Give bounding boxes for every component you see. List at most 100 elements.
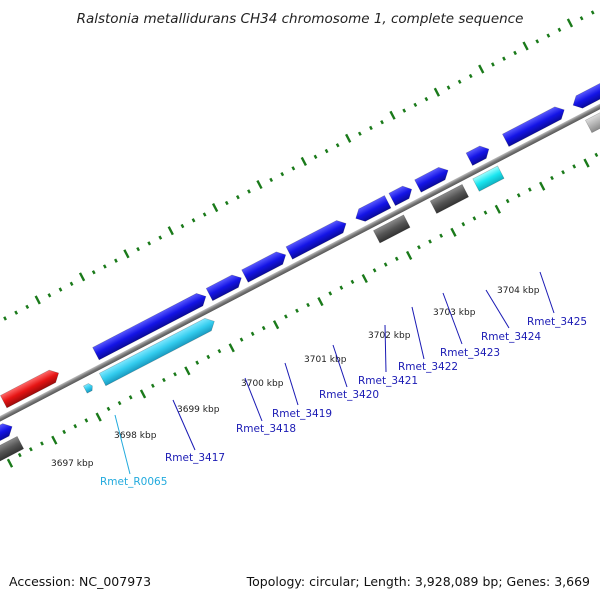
outer-tick [236,195,240,200]
inner-tick [29,447,33,452]
gene-label[interactable]: Rmet_3419 [272,408,332,420]
inner-tick [594,152,599,158]
outer-tick [313,154,318,159]
outer-tick [147,241,152,246]
scale-label: 3697 kbp [51,459,94,469]
outer-tick [269,177,274,183]
outer-tick [335,143,340,148]
inner-tick [62,429,67,435]
outer-tick [535,39,540,44]
feature-left-gray[interactable] [0,435,25,473]
inner-tick [250,331,255,336]
outer-tick [546,33,551,38]
outer-tick [211,203,219,213]
outer-tick [324,148,329,154]
inner-tick [394,256,399,261]
outer-tick [433,87,441,97]
outer-tick [369,125,373,131]
inner-tick [217,349,222,354]
gene-label-leader [539,271,555,314]
scale-label: 3704 kbp [497,286,540,296]
outer-tick [457,79,462,84]
gene-red-feature[interactable] [0,367,61,409]
gene-rmet_3423[interactable] [414,164,452,193]
gene-label[interactable]: Rmet_3424 [481,331,541,343]
inner-tick [417,245,421,250]
gene-label[interactable]: Rmet_3423 [440,347,500,359]
scale-label: 3700 kbp [241,379,284,389]
gene-rmet_3418[interactable] [205,272,244,302]
gene-label-leader [332,344,348,388]
outer-tick [513,50,517,56]
inner-tick [184,366,191,376]
inner-tick [505,198,510,204]
rna-rmet_r0065[interactable] [98,315,217,387]
gene-rmet_3419[interactable] [241,249,289,283]
outer-tick [446,85,451,90]
gene-label[interactable]: Rmet_3421 [358,375,418,387]
inner-tick [195,360,200,365]
outer-tick [380,120,384,125]
outer-tick [224,200,229,206]
gene-label-leader [411,306,425,360]
feature-gray-3422[interactable] [429,184,470,214]
outer-tick [247,189,251,194]
inner-tick [95,412,102,422]
inner-tick [162,377,166,383]
inner-tick [361,273,368,284]
gene-rmet_3420[interactable] [285,217,349,260]
inner-tick [139,389,147,399]
inner-tick [228,343,235,353]
inner-tick [40,441,44,446]
accession-text: Accession: NC_007973 [9,574,152,589]
map-title: Ralstonia metallidurans CH34 chromosome … [77,11,524,27]
inner-tick [494,204,501,214]
gene-right-edge[interactable] [570,61,600,111]
inner-tick [73,424,78,429]
inner-tick [572,164,577,169]
gene-label-leader [284,362,299,406]
feature-lightgray-3425[interactable] [585,87,600,134]
gene-rmet_3422[interactable] [388,183,415,207]
inner-tick [239,337,244,342]
gene-label[interactable]: Rmet_3420 [319,389,379,401]
outer-tick [256,179,263,190]
outer-tick [402,108,407,113]
inner-tick [173,372,177,377]
outer-tick [114,258,118,263]
outer-tick [557,27,562,32]
gene-rmet_3424[interactable] [465,143,492,166]
forward-strand-features [0,61,600,409]
inner-tick [439,233,444,238]
inner-tick [284,314,288,319]
feature-gray-3421[interactable] [373,214,411,244]
outer-tick [91,270,96,275]
gene-rmet_3417[interactable] [92,290,209,361]
outer-tick [123,249,130,259]
outer-tick [167,226,174,236]
inner-tick [6,458,14,468]
gene-label[interactable]: Rmet_3422 [398,361,458,373]
scale-label: 3701 kbp [304,355,347,365]
feature-cyan-3424[interactable] [472,165,505,192]
gene-label[interactable]: Rmet_3417 [165,452,225,464]
inner-tick [405,250,413,260]
gene-label-leader [244,377,263,422]
outer-tick [34,295,41,305]
inner-tick [350,279,355,285]
gene-label[interactable]: Rmet_R0065 [100,476,167,488]
inner-tick [372,268,377,273]
chromosome-backbone [0,67,600,450]
outer-tick [424,96,429,102]
inner-tick [272,320,280,330]
rna-rmet_r0065-marker[interactable] [83,382,94,394]
feature-left-blue[interactable] [0,420,15,452]
gene-label[interactable]: Rmet_3425 [527,316,587,328]
outer-tick [14,310,19,315]
gene-rmet_3425[interactable] [502,104,567,147]
outer-tick [69,281,74,286]
gene-label[interactable]: Rmet_3418 [236,423,296,435]
gene-rmet_3421[interactable] [353,195,392,225]
outer-tick [191,218,196,223]
